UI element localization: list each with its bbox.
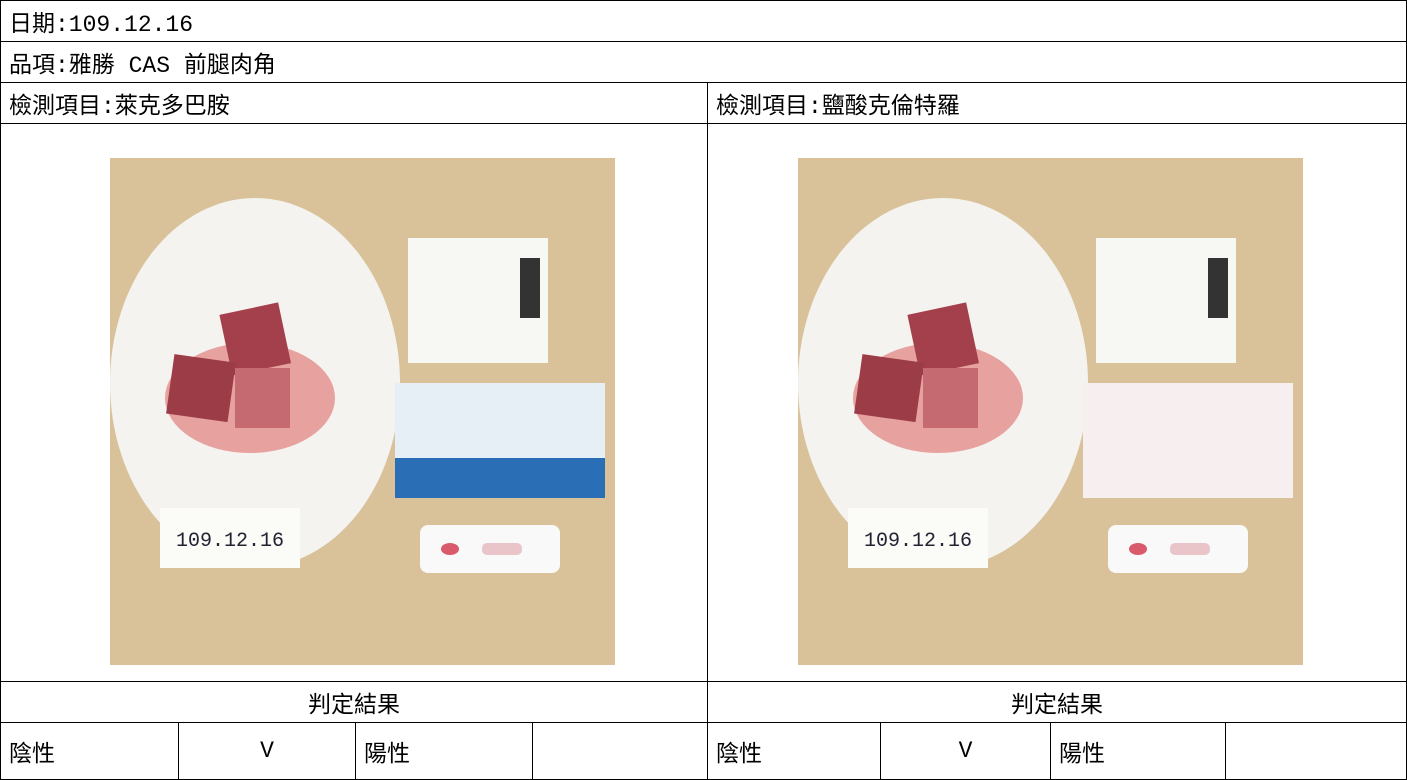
packet-band <box>1083 458 1293 498</box>
strip-window <box>482 543 522 555</box>
barcode <box>1208 258 1228 318</box>
negative-mark: V <box>178 722 356 780</box>
positive-mark <box>1225 722 1407 780</box>
photo-note: 109.12.16 <box>864 530 972 553</box>
item-cell: 品項:雅勝 CAS 前腿肉角 <box>0 41 1407 83</box>
packet-band <box>395 458 605 498</box>
meat <box>854 354 924 423</box>
note-card <box>848 508 988 568</box>
result-header: 判定結果 <box>707 681 1407 723</box>
strip-well <box>441 543 459 555</box>
barcode <box>520 258 540 318</box>
photo-note: 109.12.16 <box>176 530 284 553</box>
positive-label: 陽性 <box>355 722 533 780</box>
meat <box>923 368 978 428</box>
strip-window <box>1170 543 1210 555</box>
test-label: 檢測項目:萊克多巴胺 <box>0 82 708 124</box>
result-header: 判定結果 <box>0 681 708 723</box>
negative-label: 陰性 <box>0 722 179 780</box>
meat <box>235 368 290 428</box>
meat <box>219 302 291 376</box>
photo: 109.12.16 <box>798 158 1303 665</box>
negative-label: 陰性 <box>707 722 881 780</box>
negative-mark: V <box>880 722 1051 780</box>
photo: 109.12.16 <box>110 158 615 665</box>
meat <box>907 302 979 376</box>
note-card <box>160 508 300 568</box>
positive-label: 陽性 <box>1050 722 1226 780</box>
date-cell: 日期:109.12.16 <box>0 0 1407 42</box>
meat <box>166 354 236 423</box>
positive-mark <box>532 722 708 780</box>
strip-well <box>1129 543 1147 555</box>
test-label: 檢測項目:鹽酸克倫特羅 <box>707 82 1407 124</box>
